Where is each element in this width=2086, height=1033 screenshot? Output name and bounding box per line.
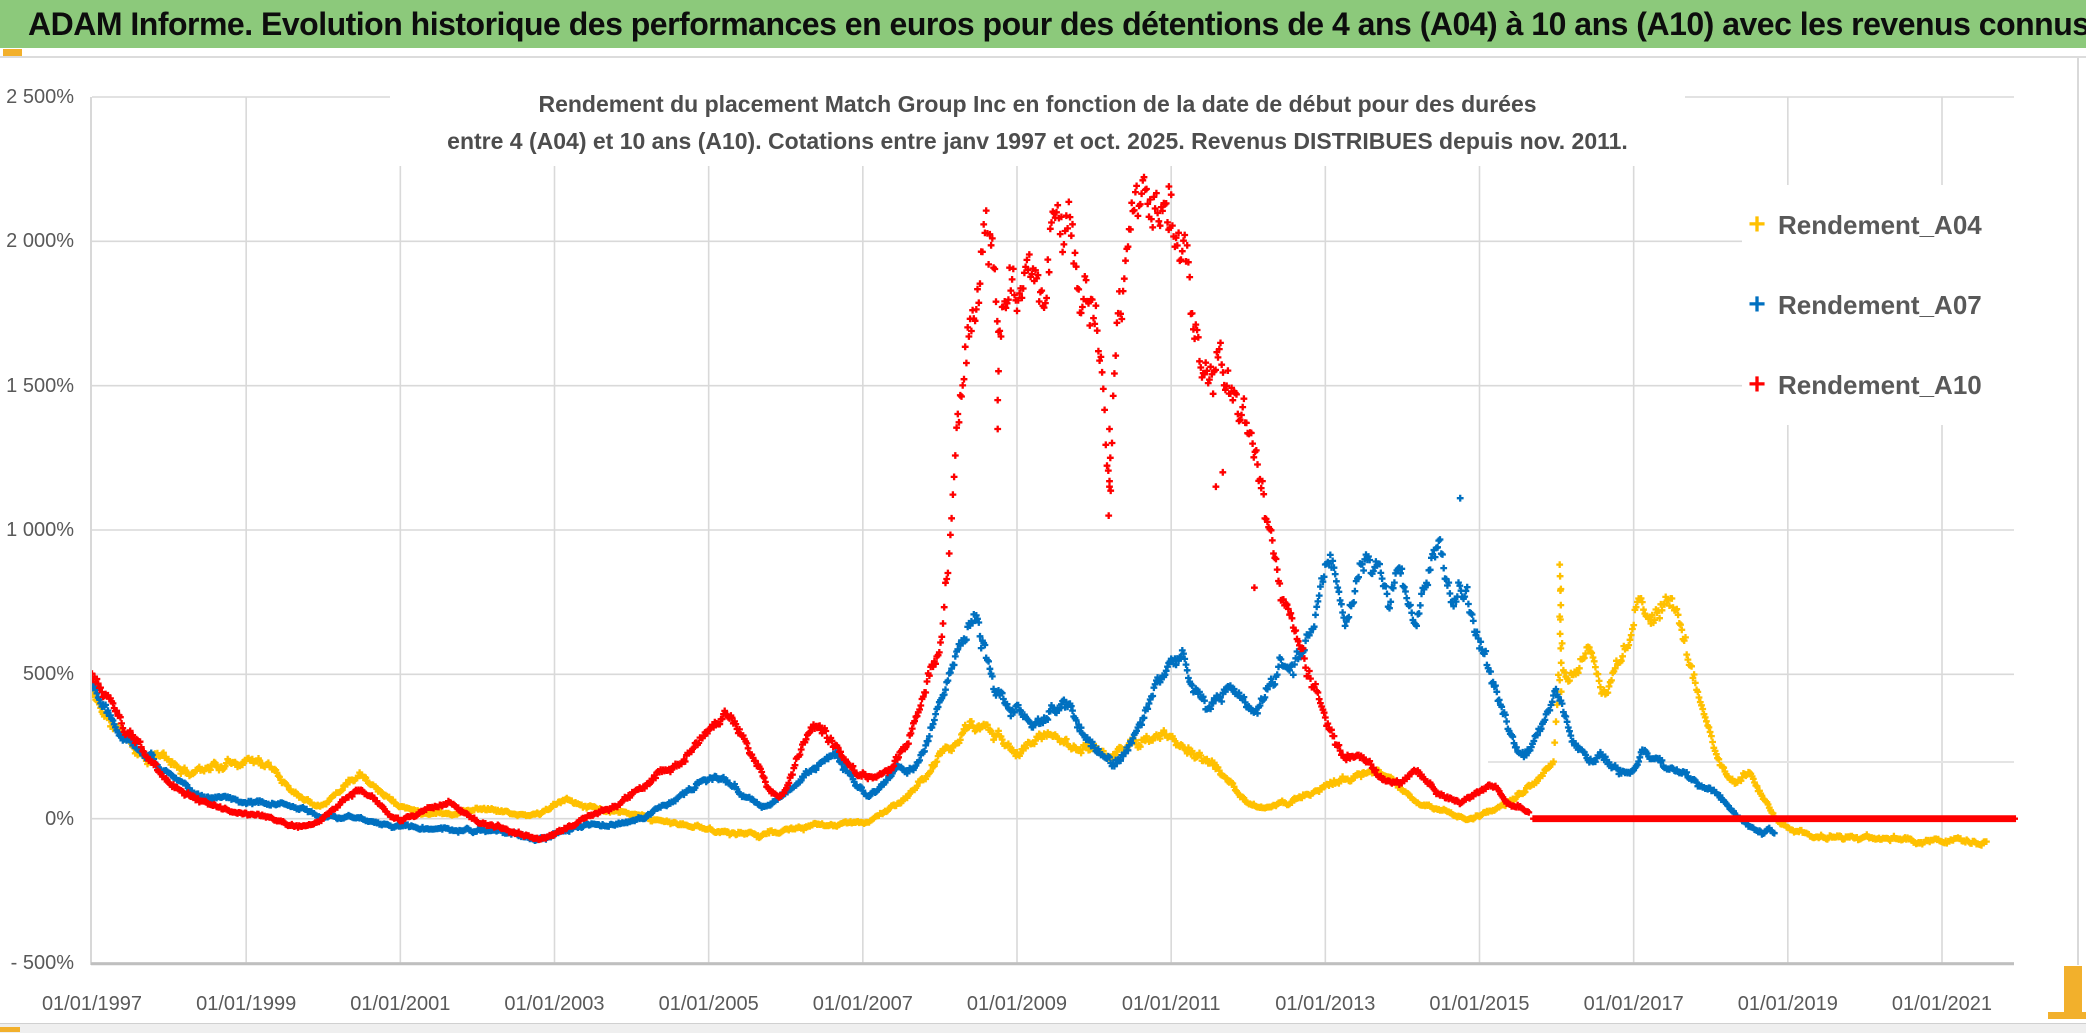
orange-accent-bottom-left (0, 1027, 20, 1032)
plus-marker-icon: + (1748, 288, 1766, 321)
x-axis-label: 01/01/2019 (1737, 993, 1838, 1015)
plus-marker-icon: + (1748, 208, 1766, 241)
chart-title: Rendement du placement Match Group Inc e… (390, 60, 1685, 166)
banner-title: ADAM Informe. Evolution historique des p… (28, 5, 2086, 42)
header-shadow-divider (0, 56, 2086, 58)
orange-accent-top-left (3, 49, 22, 56)
x-axis-label: 01/01/2013 (1275, 993, 1376, 1015)
data-series (92, 173, 2018, 849)
x-axis-label: 01/01/2003 (504, 993, 605, 1015)
x-axis-label: 01/01/2001 (350, 993, 451, 1015)
y-axis-label: 500% (22, 663, 74, 686)
y-axis-label: - 500% (10, 951, 74, 974)
x-axis-label: 01/01/2015 (1429, 993, 1530, 1015)
x-axis-label: 01/01/1999 (196, 993, 297, 1015)
x-axis-label: 01/01/2007 (812, 993, 913, 1015)
x-axis-label: 01/01/2017 (1583, 993, 1684, 1015)
series-rendement_a10 (92, 173, 2018, 843)
bottom-strip (0, 1023, 2086, 1033)
chart-title-line1: Rendement du placement Match Group Inc e… (538, 91, 1537, 117)
legend-label: Rendement_A10 (1778, 369, 1982, 400)
chart-legend: + Rendement_A04 + Rendement_A07 + Rendem… (1742, 185, 2072, 425)
legend-item-rendement-a04: + Rendement_A04 (1742, 185, 2072, 265)
orange-accent-bottom-right-vertical (2064, 966, 2082, 1018)
orange-accent-bottom-right-horizontal (2048, 1012, 2086, 1019)
x-axis-label: 01/01/2021 (1891, 993, 1993, 1015)
y-axis-label: 1 500% (6, 374, 74, 397)
legend-item-rendement-a07: + Rendement_A07 (1742, 265, 2072, 345)
y-axis-label: 0% (45, 807, 74, 830)
x-axis-label: 01/01/2009 (966, 993, 1068, 1015)
gridlines (92, 96, 2014, 964)
legend-item-rendement-a10: + Rendement_A10 (1742, 345, 2072, 425)
series-rendement_a04 (92, 561, 1990, 849)
y-axis-label: 1 000% (6, 518, 74, 541)
legend-label: Rendement_A07 (1778, 289, 1982, 320)
y-axis-label: 2 500% (6, 86, 74, 108)
chart-title-line2: entre 4 (A04) et 10 ans (A10). Cotations… (447, 128, 1628, 154)
x-axis-label: 01/01/2011 (1121, 993, 1221, 1015)
legend-label: Rendement_A04 (1778, 209, 1982, 240)
banner-header: ADAM Informe. Evolution historique des p… (0, 0, 2086, 48)
x-axis-label: 01/01/1997 (41, 993, 143, 1015)
plus-marker-icon: + (1748, 368, 1766, 401)
y-axis-label: 2 000% (6, 230, 74, 253)
series-rendement_a07 (92, 494, 1778, 844)
x-axis-label: 01/01/2005 (658, 993, 759, 1015)
